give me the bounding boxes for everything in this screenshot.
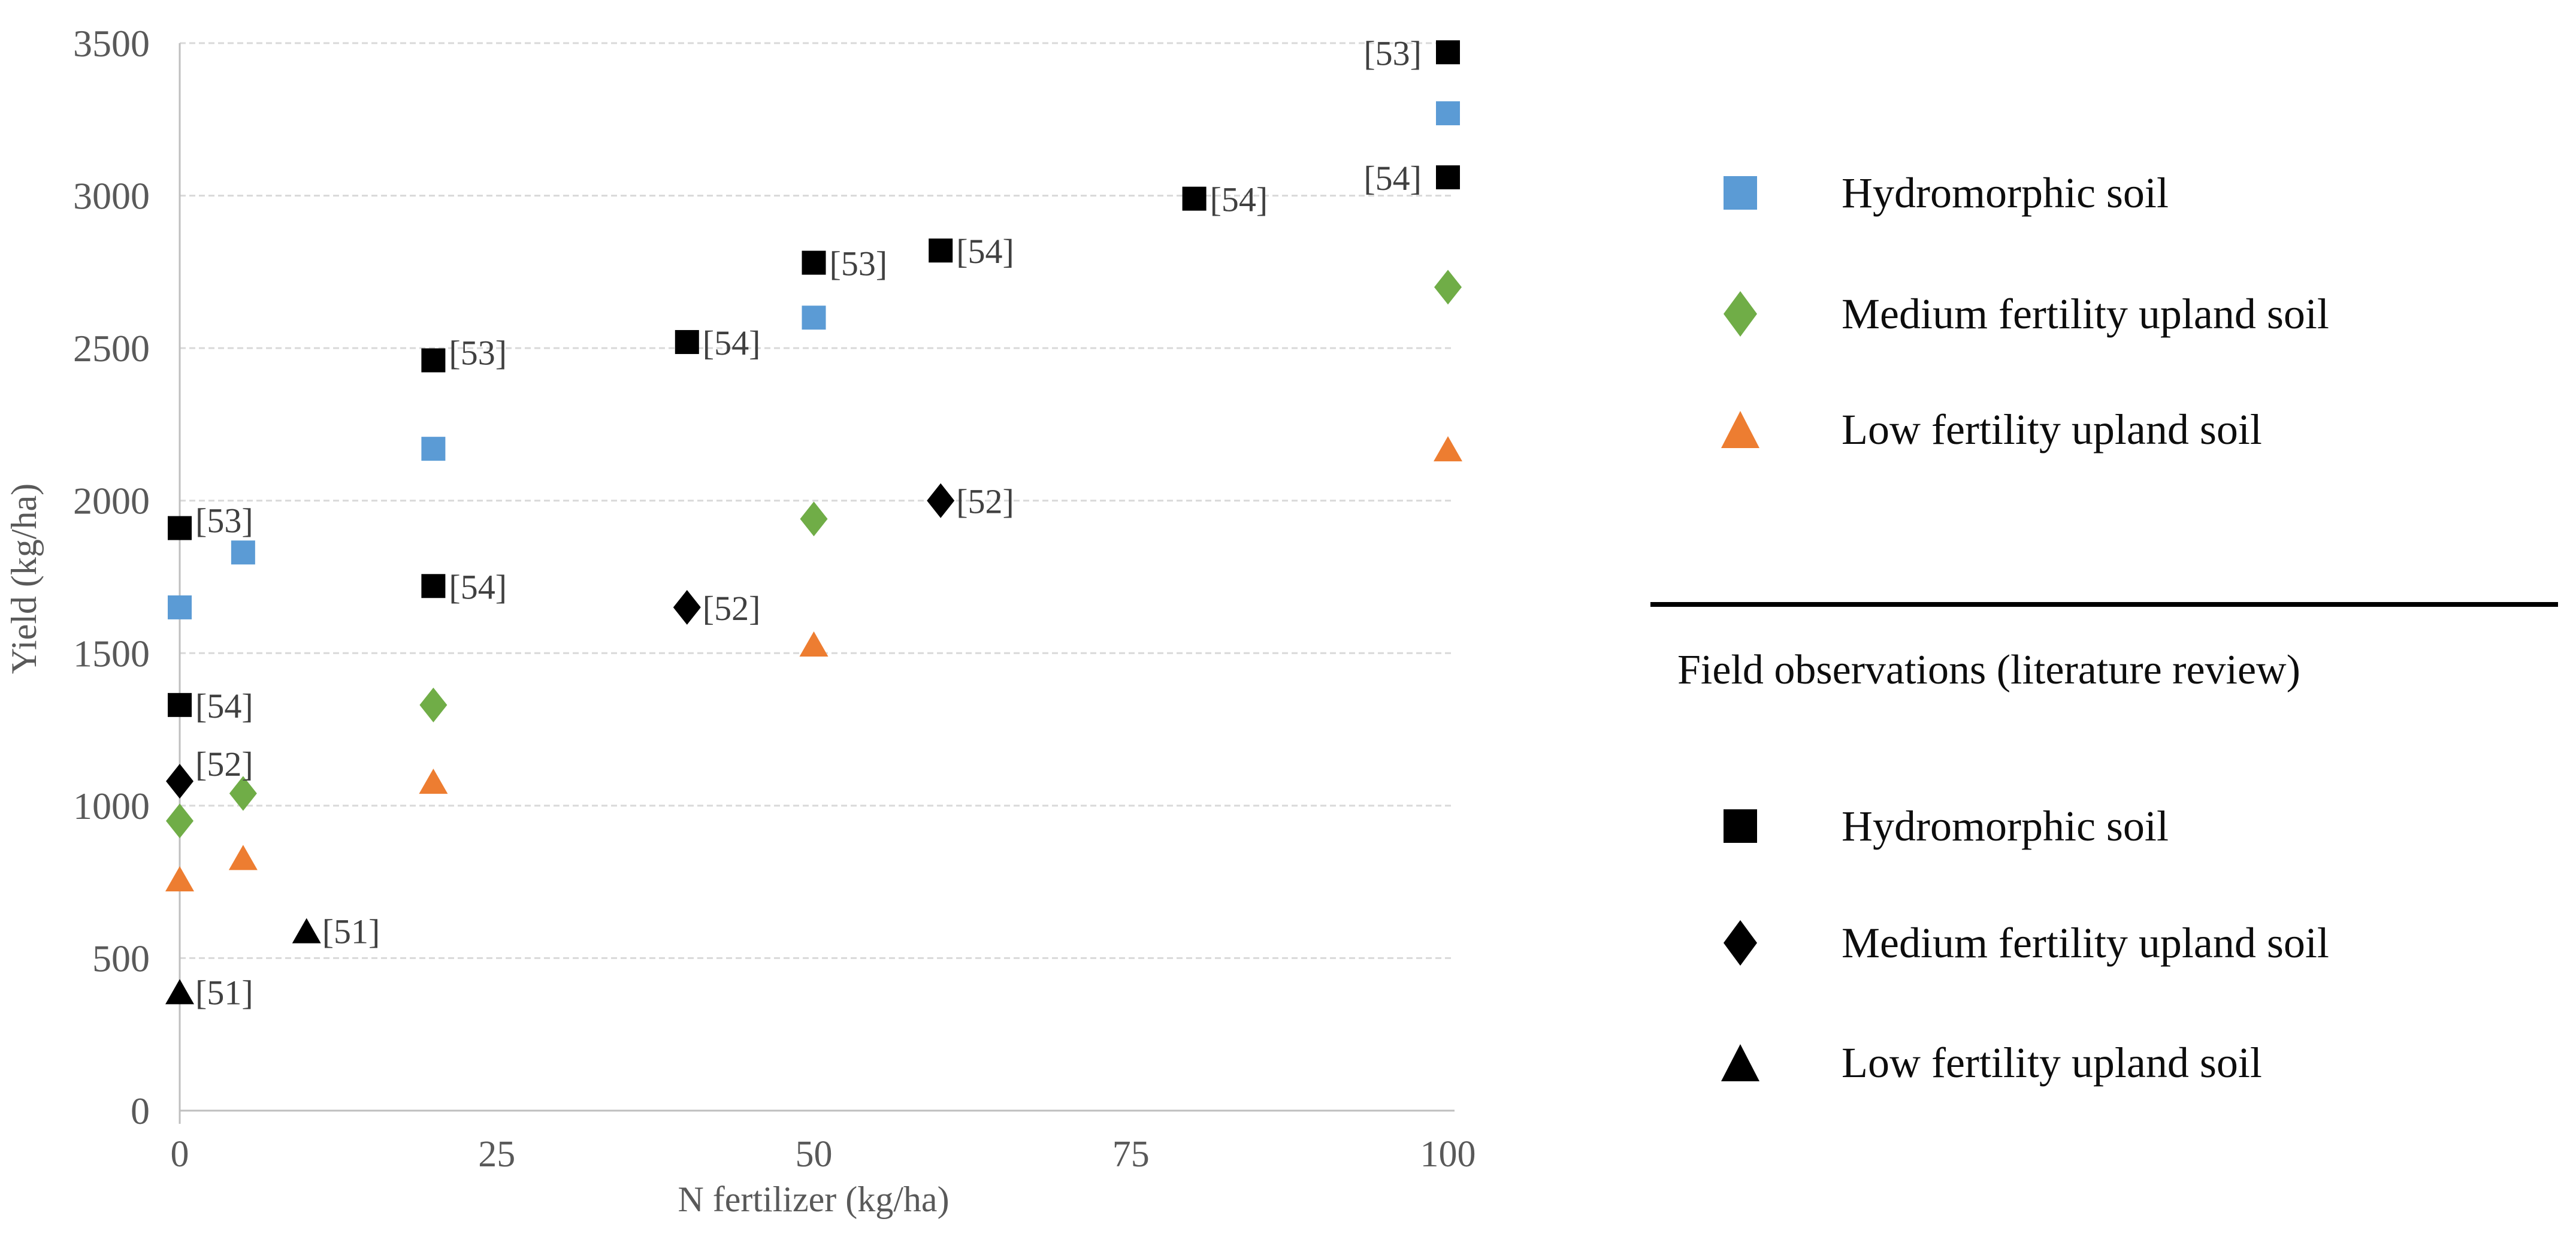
data-point-marker (228, 845, 258, 870)
data-point-marker (292, 918, 321, 944)
data-point-label: [54] (1363, 159, 1422, 198)
data-point-label: [51] (195, 973, 253, 1012)
data-point-label: [54] (1210, 180, 1268, 219)
legend-item-simulated-hydromorphic: Hydromorphic soil (1713, 164, 2169, 222)
legend-item-label: Low fertility upland soil (1842, 1039, 2262, 1087)
x-tick-label: 25 (478, 1134, 515, 1175)
x-tick-label: 75 (1112, 1134, 1150, 1175)
data-point-marker (675, 329, 699, 354)
data-point-marker (1436, 40, 1460, 65)
legend-marker-glyph (1724, 809, 1757, 843)
series-1-diamond (166, 270, 1462, 839)
legend-item-simulated-low: Low fertility upland soil (1713, 401, 2262, 458)
data-point-labels: [53] [54] [53] [54] [54] [53] [54] [54] [53] [54]… (195, 34, 1422, 1012)
data-point-label: [54] (449, 567, 507, 606)
data-point-marker (673, 589, 701, 625)
data-point-label: [54] (956, 232, 1014, 271)
legend-marker-glyph (1724, 291, 1757, 337)
data-point-marker (1182, 186, 1207, 211)
data-point-marker (800, 501, 828, 537)
data-point-marker (231, 540, 255, 565)
y-tick-label: 500 (92, 937, 150, 979)
data-point-label: [53] (449, 334, 507, 373)
y-axis-title: Yield (kg/ha) (4, 483, 44, 674)
data-point-label: [51] (322, 912, 380, 951)
series-5-triangle (165, 918, 321, 1005)
data-point-marker (419, 769, 448, 794)
blue-square-icon (1713, 164, 1767, 222)
legend-field-observations-heading: Field observations (literature review) (1677, 647, 2300, 693)
data-point-marker (1434, 436, 1462, 462)
legend-item-label: Hydromorphic soil (1842, 169, 2169, 217)
y-tick-label: 2000 (73, 480, 150, 522)
y-tick-label: 1000 (73, 785, 150, 827)
x-tick-label: 100 (1420, 1134, 1476, 1175)
data-point-label: [52] (195, 745, 253, 784)
legend-item-label: Medium fertility upland soil (1842, 919, 2329, 967)
legend-marker-glyph (1721, 411, 1759, 448)
legend-marker-glyph (1721, 1044, 1759, 1081)
series-4-diamond (166, 483, 955, 799)
data-point-marker (799, 631, 829, 657)
black-triangle-icon (1713, 1034, 1767, 1091)
data-point-marker (419, 687, 448, 722)
legend-item-label: Low fertility upland soil (1842, 406, 2262, 453)
legend-item-field-hydromorphic: Hydromorphic soil (1713, 797, 2169, 855)
data-point-marker (168, 692, 192, 717)
data-point-marker (929, 238, 953, 263)
data-point-marker (421, 574, 446, 598)
legend-marker-glyph (1724, 920, 1757, 966)
data-point-label: [52] (956, 482, 1014, 521)
data-point-label: [54] (703, 323, 761, 362)
x-tick-label: 50 (796, 1134, 833, 1175)
data-point-marker (802, 250, 826, 275)
data-point-marker (168, 516, 192, 540)
data-point-label: [54] (195, 687, 253, 725)
legend-item-field-low: Low fertility upland soil (1713, 1034, 2262, 1091)
data-point-marker (927, 483, 955, 518)
axis-tick-labels: 0 500 1000 1500 2000 2500 3000 3500 0 25 50 75 100 (73, 22, 1476, 1175)
data-point-marker (1434, 270, 1462, 305)
orange-triangle-icon (1713, 401, 1767, 458)
data-point-marker (166, 764, 193, 799)
y-tick-label: 0 (131, 1090, 150, 1132)
data-point-marker (229, 776, 257, 811)
series-3-square (168, 40, 1460, 717)
black-square-icon (1713, 797, 1767, 855)
y-tick-label: 3000 (73, 175, 150, 217)
data-point-label: [53] (830, 244, 888, 283)
x-axis-title: N fertilizer (kg/ha) (678, 1180, 949, 1219)
series-2-triangle (165, 436, 1462, 892)
data-point-marker (165, 866, 194, 892)
legend-item-label: Hydromorphic soil (1842, 802, 2169, 850)
y-tick-label: 1500 (73, 632, 150, 675)
data-point-marker (166, 803, 193, 839)
data-point-label: [53] (195, 501, 253, 540)
legend-marker-glyph (1724, 176, 1757, 210)
data-point-marker (802, 306, 826, 330)
data-point-marker (421, 348, 446, 373)
data-point-marker (1436, 165, 1460, 190)
data-point-marker (165, 979, 194, 1005)
x-tick-label: 0 (171, 1134, 189, 1175)
data-point-marker (168, 595, 192, 619)
green-diamond-icon (1713, 285, 1767, 343)
legend-item-simulated-medium: Medium fertility upland soil (1713, 285, 2329, 343)
legend-item-field-medium: Medium fertility upland soil (1713, 914, 2329, 972)
y-tick-label: 3500 (73, 22, 150, 65)
black-diamond-icon (1713, 914, 1767, 972)
data-point-marker (1436, 101, 1460, 126)
y-tick-label: 2500 (73, 327, 150, 370)
data-point-marker (421, 437, 446, 461)
data-point-label: [52] (703, 589, 761, 628)
legend-item-label: Medium fertility upland soil (1842, 290, 2329, 338)
legend-divider (1650, 602, 2558, 607)
data-point-label: [53] (1363, 34, 1422, 72)
series-0-square (168, 101, 1460, 619)
